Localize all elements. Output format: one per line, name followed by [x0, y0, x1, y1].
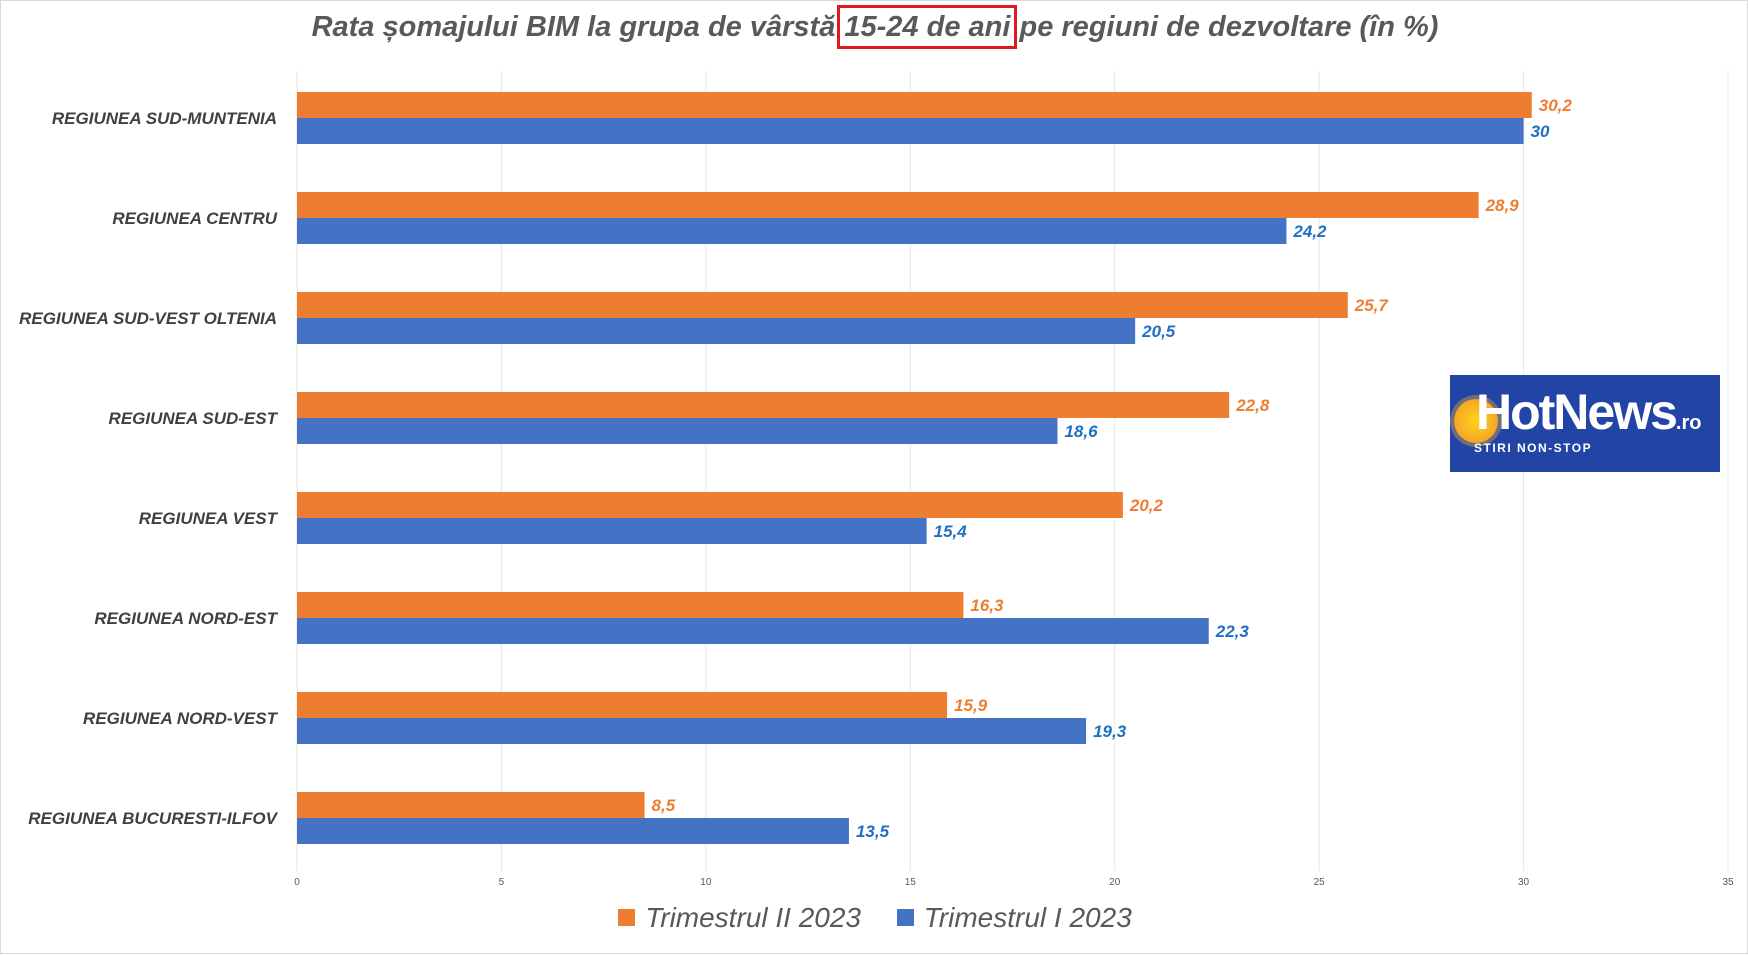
category-label: REGIUNEA SUD-VEST OLTENIA	[19, 309, 277, 328]
bar-series-1	[297, 392, 1230, 418]
data-label-series-1: 30,2	[1539, 96, 1573, 115]
hotnews-logo: HotNews.ro STIRI NON-STOP	[1450, 375, 1720, 472]
legend-swatch-series-2	[896, 909, 914, 926]
category-label: REGIUNEA BUCURESTI-ILFOV	[28, 809, 278, 828]
logo-wordmark: HotNews.ro	[1476, 387, 1701, 437]
data-label-series-2: 19,3	[1093, 722, 1127, 741]
title-text-before: Rata șomajului BIM la grupa de vârstă	[311, 11, 844, 43]
x-tick-label: 0	[294, 877, 300, 888]
legend-swatch-series-1	[618, 909, 636, 926]
bar-series-1	[297, 592, 964, 618]
bars	[297, 92, 1532, 844]
data-label-series-2: 15,4	[934, 522, 968, 541]
bar-series-2	[297, 118, 1524, 144]
logo-name: HotNews	[1476, 384, 1678, 440]
bar-series-1	[297, 292, 1348, 318]
title-highlight-age-group: 15-24 de ani	[837, 5, 1018, 49]
bar-series-2	[297, 218, 1287, 244]
logo-suffix: .ro	[1675, 412, 1702, 434]
category-label: REGIUNEA VEST	[139, 509, 279, 528]
category-label: REGIUNEA SUD-EST	[109, 409, 279, 428]
x-tick-label: 10	[700, 877, 712, 888]
x-tick-label: 30	[1518, 877, 1530, 888]
bar-series-2	[297, 518, 927, 544]
data-label-series-2: 22,3	[1215, 622, 1250, 641]
x-tick-label: 25	[1314, 877, 1326, 888]
data-label-series-2: 13,5	[856, 822, 890, 841]
bar-series-2	[297, 318, 1136, 344]
labels: 0 5 10 15 20 25 30 35 REGIUNEA SUD-MUNTENIA 30,2 3…	[19, 96, 1734, 888]
bar-series-2	[297, 818, 849, 844]
bar-series-2	[297, 618, 1209, 644]
bar-series-2	[297, 718, 1087, 744]
legend-item-series-2: Trimestrul I 2023	[896, 901, 1132, 934]
legend-label-series-1: Trimestrul II 2023	[645, 901, 861, 933]
bar-series-1	[297, 692, 948, 718]
data-label-series-1: 20,2	[1129, 496, 1164, 515]
logo-tagline: STIRI NON-STOP	[1474, 441, 1593, 455]
category-label: REGIUNEA NORD-EST	[94, 609, 278, 628]
data-label-series-1: 15,9	[954, 696, 988, 715]
bar-series-1	[297, 492, 1123, 518]
bar-series-1	[297, 792, 645, 818]
bar-series-2	[297, 418, 1058, 444]
title-text-after: pe regiuni de dezvoltare (în %)	[1011, 11, 1439, 43]
data-label-series-2: 24,2	[1292, 222, 1327, 241]
chart-legend: Trimestrul II 2023 Trimestrul I 2023	[1, 901, 1748, 934]
data-label-series-1: 28,9	[1485, 196, 1520, 215]
x-tick-label: 20	[1109, 877, 1121, 888]
sun-icon	[1454, 399, 1498, 443]
data-label-series-2: 20,5	[1141, 322, 1176, 341]
legend-label-series-2: Trimestrul I 2023	[923, 901, 1132, 933]
category-label: REGIUNEA NORD-VEST	[83, 709, 279, 728]
bar-series-1	[297, 92, 1532, 118]
data-label-series-2: 18,6	[1064, 422, 1098, 441]
chart-title: Rata șomajului BIM la grupa de vârstă 15…	[1, 5, 1748, 49]
data-label-series-1: 22,8	[1235, 396, 1270, 415]
x-tick-label: 35	[1722, 877, 1734, 888]
legend-item-series-1: Trimestrul II 2023	[618, 902, 861, 934]
category-label: REGIUNEA SUD-MUNTENIA	[52, 109, 277, 128]
data-label-series-1: 16,3	[970, 596, 1004, 615]
category-label: REGIUNEA CENTRU	[112, 209, 277, 228]
bar-series-1	[297, 192, 1479, 218]
data-label-series-2: 30	[1531, 122, 1550, 141]
x-tick-label: 5	[499, 877, 505, 888]
data-label-series-1: 25,7	[1354, 296, 1390, 315]
x-tick-label: 15	[905, 877, 917, 888]
data-label-series-1: 8,5	[652, 796, 676, 815]
